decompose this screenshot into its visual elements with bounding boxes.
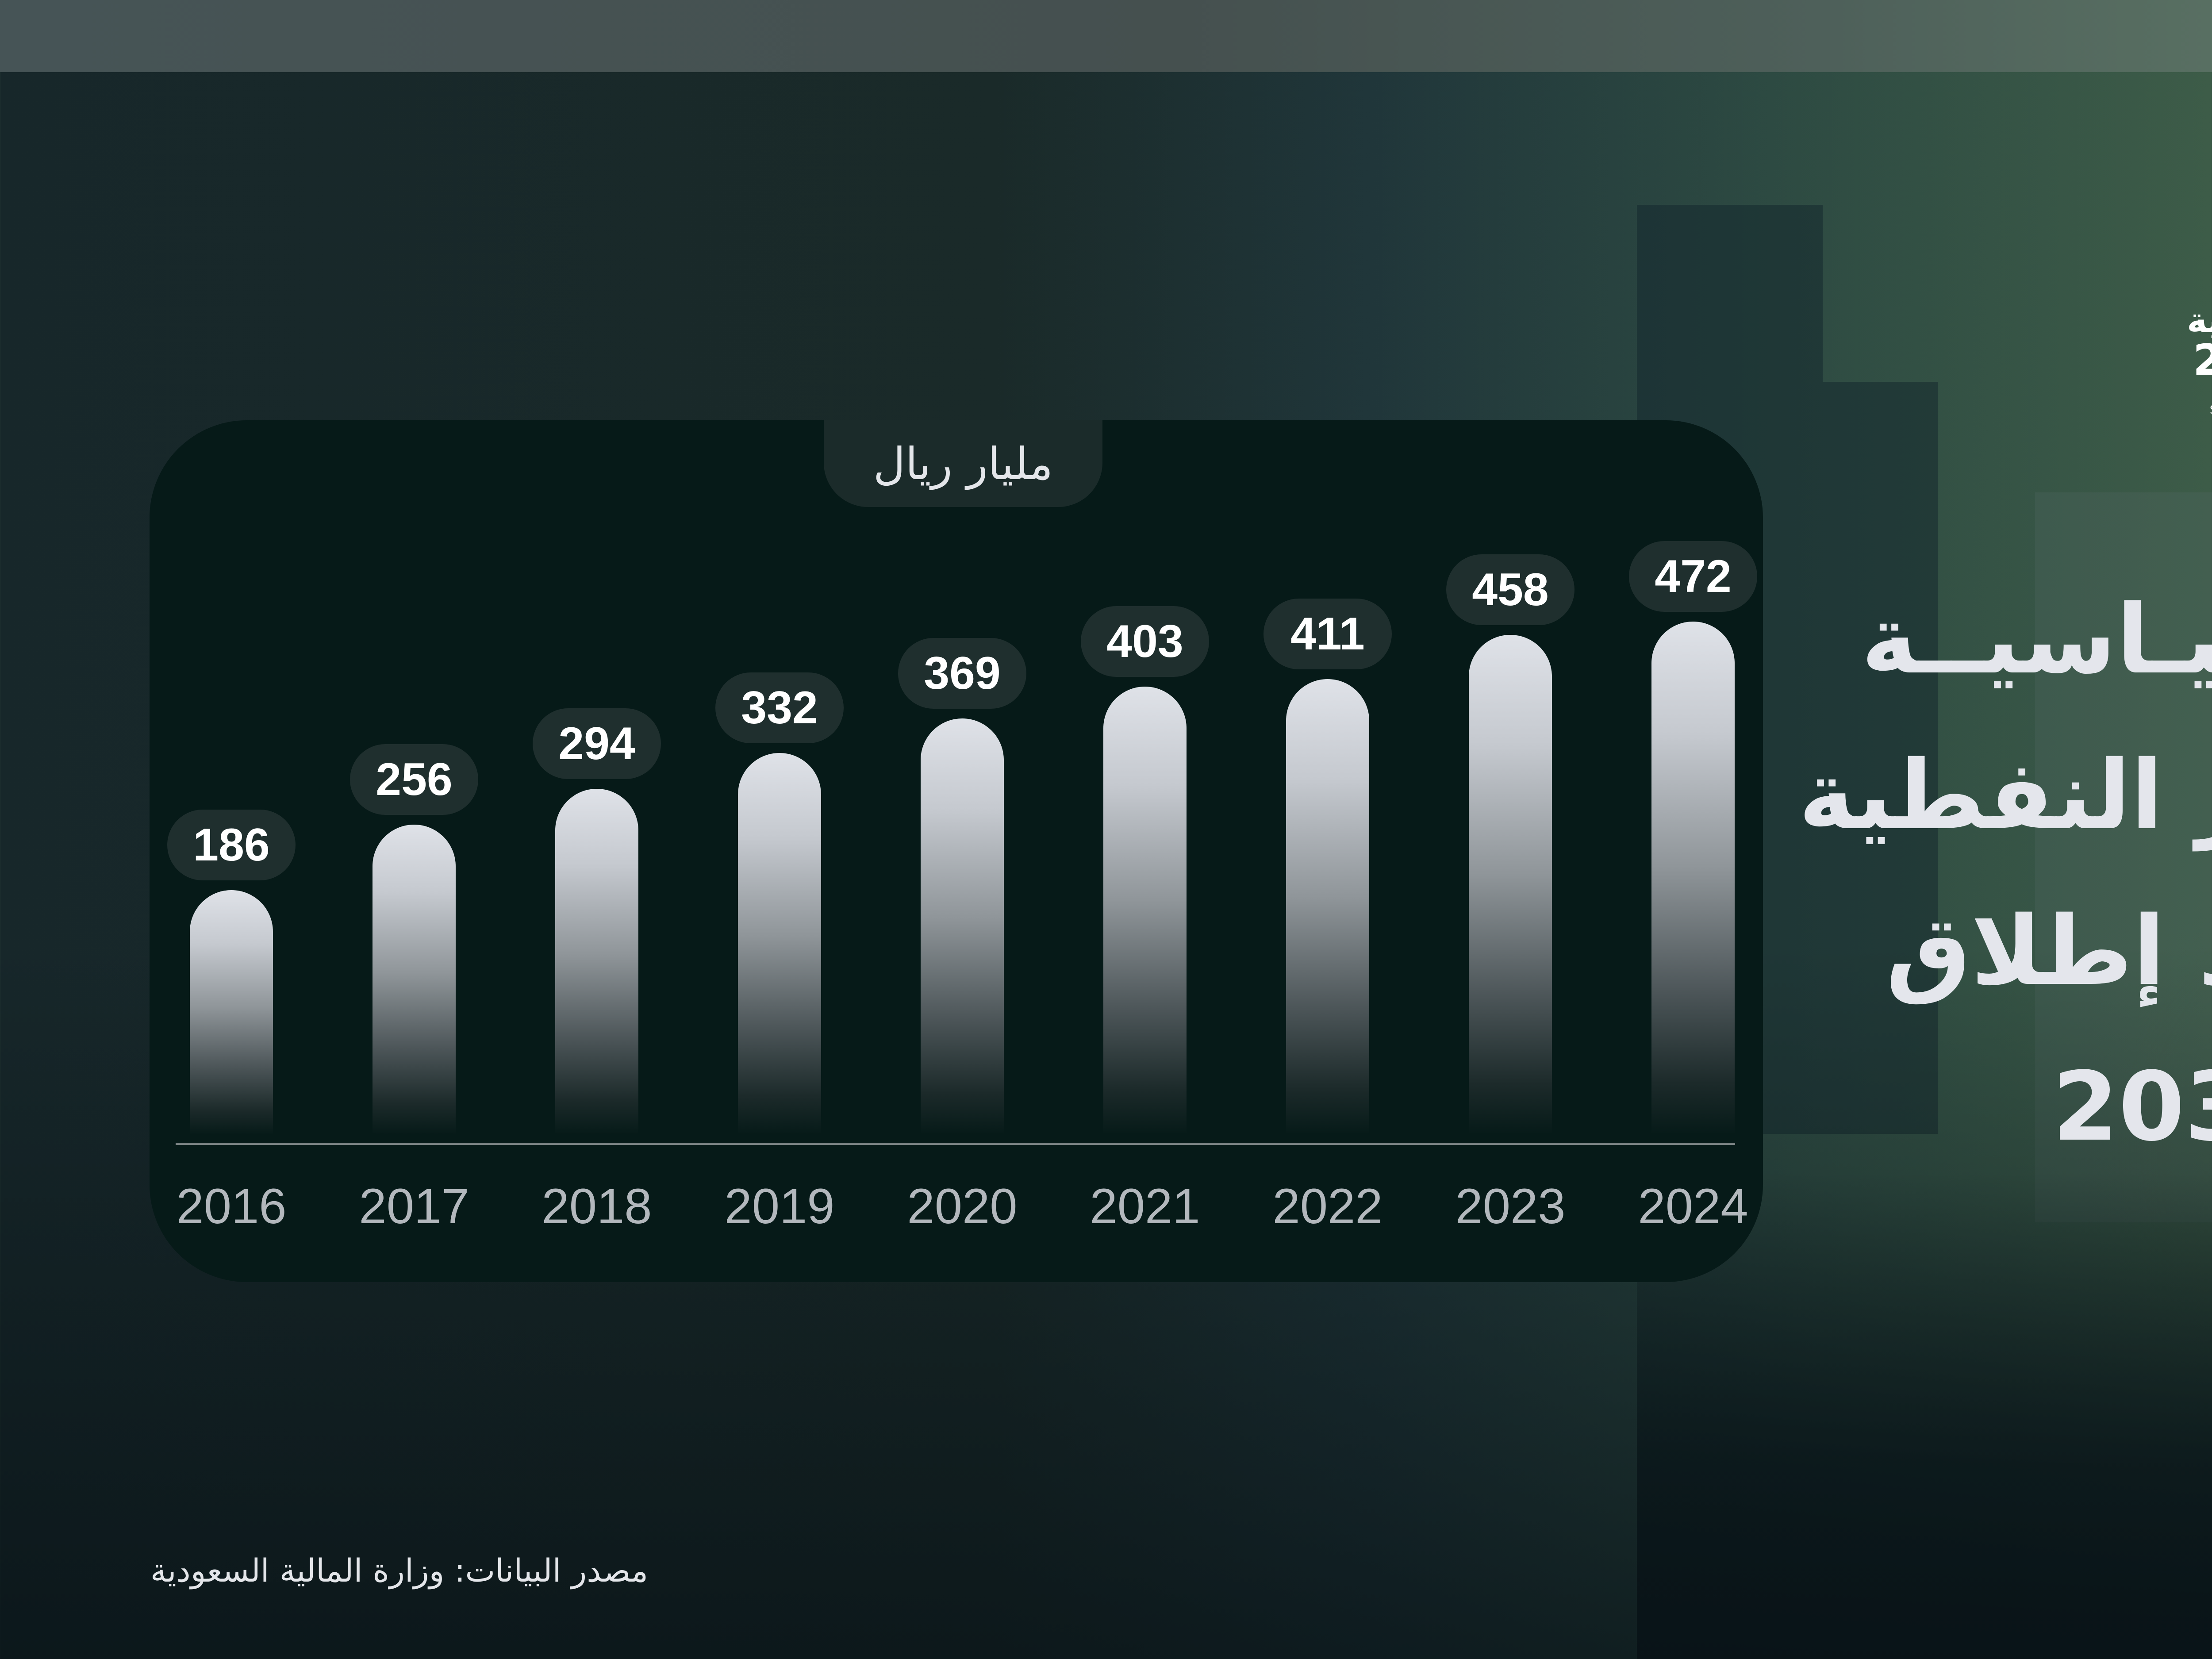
x-axis-label: 2018 (541, 1179, 652, 1234)
unit-label: مليار ريال (824, 420, 1102, 507)
bar-2016 (190, 890, 273, 1135)
title-line-2: للإيرادات غير النفطية (1798, 740, 2212, 851)
logo-year: 2025 (2193, 335, 2212, 385)
x-axis-label: 2024 (1638, 1179, 1748, 1234)
budget-2025-logo: ميزانية 2025 المملكة العربية السعودية Sa… (2168, 239, 2212, 425)
bar-2022 (1286, 679, 1369, 1135)
bar-2019 (738, 753, 821, 1135)
value-label: 186 (167, 810, 296, 880)
bar-2023 (1469, 635, 1552, 1135)
bar-2024 (1651, 622, 1735, 1135)
value-label: 411 (1263, 599, 1392, 669)
bar-2018 (555, 789, 638, 1135)
value-label: 369 (898, 638, 1026, 709)
value-label: 458 (1446, 554, 1575, 625)
logo-country-en: Saudi Arabia-Budget (2193, 403, 2212, 430)
x-axis-label: 2022 (1272, 1179, 1383, 1234)
x-axis-baseline (176, 1143, 1735, 1145)
title-line-4: رؤية 2030 (2052, 1051, 2212, 1162)
title-line-3: السعودية منذ إطلاق (1886, 895, 2212, 1006)
value-label: 403 (1081, 606, 1209, 677)
top-strip (0, 0, 2212, 72)
x-axis-label: 2019 (724, 1179, 835, 1234)
x-axis-label: 2017 (359, 1179, 469, 1234)
value-label: 256 (350, 744, 478, 815)
bar-2017 (373, 825, 456, 1135)
value-label: 294 (533, 708, 661, 779)
title-line-1: مستويــات قيـاسيــة (1861, 584, 2212, 695)
logo-word: ميزانية (2187, 301, 2212, 341)
data-source: مصدر البيانات: وزارة المالية السعودية (150, 1552, 708, 1589)
x-axis-label: 2021 (1090, 1179, 1200, 1234)
page-title: مستويــات قيـاسيــة للإيرادات غير النفطي… (1798, 562, 2212, 1185)
bar-2021 (1103, 687, 1187, 1135)
value-label: 332 (715, 672, 844, 743)
value-label: 472 (1629, 541, 1757, 612)
x-axis-label: 2020 (907, 1179, 1018, 1234)
x-axis-label: 2016 (176, 1179, 287, 1234)
bar-2020 (921, 718, 1004, 1135)
x-axis-label: 2023 (1455, 1179, 1566, 1234)
source-text: مصدر البيانات: وزارة المالية السعودية (150, 1552, 649, 1589)
